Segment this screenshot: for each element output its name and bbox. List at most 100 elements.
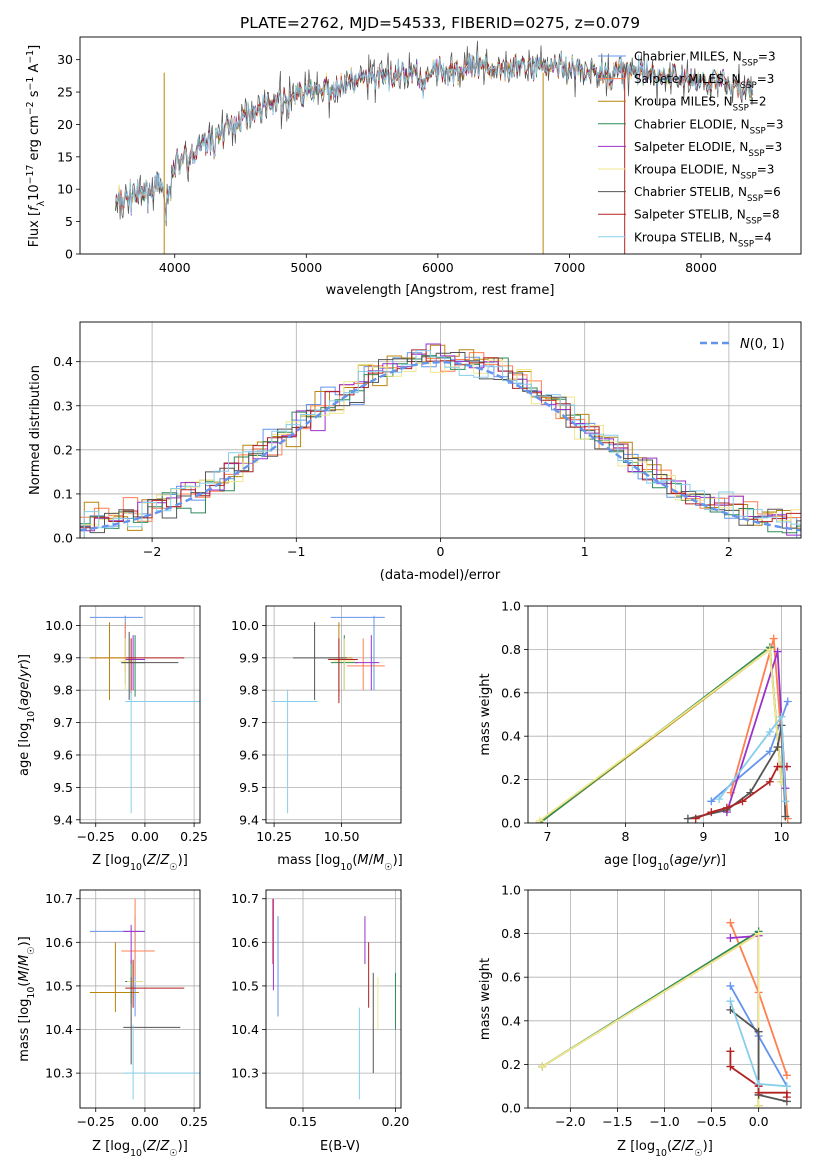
axes-frame (79, 605, 201, 824)
y-tick-label: 10.3 (231, 1066, 259, 1081)
x-tick-label: 0.25 (180, 829, 208, 844)
y-tick-label: 10.0 (231, 618, 259, 633)
panel-age_vs_Z: −0.25 0.00 0.25 9.4 9.5 9.6 9.7 9.8 9.9 10.0 Z [lo… (17, 605, 208, 873)
histogram-series-4 (80, 355, 801, 534)
panel-age_vs_mass: 10.25 10.50 9.4 9.5 9.6 9.7 9.8 9.9 10.0 mass [lo… (231, 605, 403, 873)
y-tick-label: 10.3 (45, 1066, 73, 1081)
y-tick-label: 10.4 (231, 1022, 259, 1037)
legend-entry: Salpeter STELIB, NSSP=8 (634, 208, 780, 227)
mass-weight-marker (769, 634, 778, 643)
y-tick-label: 9.7 (53, 715, 73, 730)
x-tick-label: −0.25 (77, 1114, 115, 1129)
y-tick-label: 0 (65, 247, 73, 262)
x-tick-label: −1 (287, 544, 305, 559)
y-axis-label: Flux [fλ10−17 erg cm−2 s−1 A−1] (25, 45, 47, 247)
mass-weight-marker (754, 1088, 763, 1097)
legend-entry: Kroupa ELODIE, NSSP=3 (634, 163, 774, 182)
histogram-series-6 (83, 359, 801, 538)
x-tick-label: −2.0 (555, 1114, 585, 1129)
axes-frame (265, 889, 402, 1109)
plot-area (266, 606, 401, 823)
mass-weight-marker (726, 933, 735, 942)
y-tick-label: 10.6 (45, 935, 73, 950)
x-tick-label: 2 (725, 544, 733, 559)
x-tick-label: 7000 (554, 260, 586, 275)
y-tick-label: 0.2 (501, 1057, 521, 1072)
y-tick-label: 1.0 (501, 599, 521, 614)
y-tick-label: 15 (57, 149, 73, 164)
x-tick-label: 1 (581, 544, 589, 559)
y-tick-label: 0.8 (501, 926, 521, 941)
mass-weight-line-9 (718, 714, 787, 802)
gaussian-curve (80, 360, 801, 532)
histogram-series-7 (80, 352, 801, 534)
x-axis-label: Z [log10(Z/Z☉)] (92, 1139, 188, 1159)
y-tick-label: 0.1 (53, 486, 73, 501)
panel-mass_vs_ebv: 0.15 0.20 10.3 10.4 10.5 10.6 10.7 E(B-V) (231, 889, 409, 1154)
axes-frame (527, 605, 802, 824)
y-tick-label: 9.4 (239, 812, 259, 827)
mass-weight-marker (726, 981, 735, 990)
mass-weight-marker (773, 647, 782, 656)
legend-entry: N(0, 1) (740, 337, 785, 352)
y-tick-label: 0.0 (501, 1101, 521, 1116)
y-tick-label: 10.5 (45, 978, 73, 993)
y-tick-label: 9.5 (53, 780, 73, 795)
y-axis-label: mass weight (478, 673, 493, 755)
y-tick-label: 9.6 (239, 747, 259, 762)
x-tick-label: 9 (700, 829, 708, 844)
histogram-series-8 (80, 349, 801, 538)
y-tick-label: 0.6 (501, 685, 521, 700)
y-tick-label: 10.4 (45, 1022, 73, 1037)
x-tick-label: −0.5 (696, 1114, 726, 1129)
plot-area (528, 890, 801, 1108)
y-axis-label: Normed distribution (28, 365, 43, 495)
panel-massweight_vs_Z: −2.0 −1.5 −1.0 −0.5 0.0 0.0 0.2 0.4 0.6 0.8 1.0 Z [… (478, 883, 802, 1159)
y-tick-label: 9.6 (53, 747, 73, 762)
mass-weight-marker (754, 1101, 763, 1108)
mass-weight-marker (777, 712, 786, 721)
y-axis-label: mass weight (478, 958, 493, 1040)
y-tick-label: 0.0 (501, 816, 521, 831)
mass-weight-marker (707, 797, 716, 806)
y-tick-label: 0.0 (53, 531, 73, 546)
legend: Chabrier MILES, NSSP=3 Salpeter MILES, NS… (598, 50, 783, 249)
x-tick-label: 4000 (159, 260, 191, 275)
mass-weight-marker (765, 727, 774, 736)
y-tick-label: 0.6 (501, 970, 521, 985)
axes-frame (79, 321, 802, 539)
x-axis-label: wavelength [Angstrom, rest frame] (326, 283, 555, 298)
spectrum-line-9 (115, 51, 754, 221)
x-tick-label: 6000 (422, 260, 454, 275)
mass-weight-marker (773, 743, 782, 752)
x-tick-label: 10.25 (256, 829, 292, 844)
y-tick-label: 10.7 (231, 891, 259, 906)
y-tick-label: 9.7 (239, 715, 259, 730)
y-axis-label: mass [log10(M/M☉)] (17, 936, 37, 1062)
mass-weight-marker (726, 1062, 735, 1071)
y-tick-label: 9.9 (239, 650, 259, 665)
mass-weight-marker (754, 1080, 763, 1089)
legend-entry: Chabrier STELIB, NSSP=6 (634, 185, 781, 204)
y-tick-label: 10.7 (45, 891, 73, 906)
y-axis-label: age [log10(age/yr)] (17, 654, 37, 776)
axes-frame (79, 36, 802, 255)
y-tick-label: 9.9 (53, 650, 73, 665)
x-tick-label: 8000 (685, 260, 717, 275)
legend-entry: Chabrier MILES, NSSP=3 (634, 50, 776, 69)
y-tick-label: 10.0 (45, 618, 73, 633)
mass-weight-line-7 (729, 1009, 788, 1103)
y-tick-label: 9.5 (239, 780, 259, 795)
x-tick-label: 0.00 (131, 829, 159, 844)
x-tick-label: 0.00 (131, 1114, 159, 1129)
axes-frame (79, 889, 201, 1109)
y-tick-label: 5 (65, 214, 73, 229)
mass-weight-marker (535, 816, 544, 823)
x-tick-label: 0 (437, 544, 445, 559)
x-tick-label: 5000 (290, 260, 322, 275)
figure-title: PLATE=2762, MJD=54533, FIBERID=0275, z=0… (240, 14, 640, 32)
y-tick-label: 30 (57, 52, 73, 67)
axes-frame (265, 605, 402, 824)
mass-weight-marker (538, 1062, 547, 1071)
mass-weight-marker (782, 1071, 791, 1080)
